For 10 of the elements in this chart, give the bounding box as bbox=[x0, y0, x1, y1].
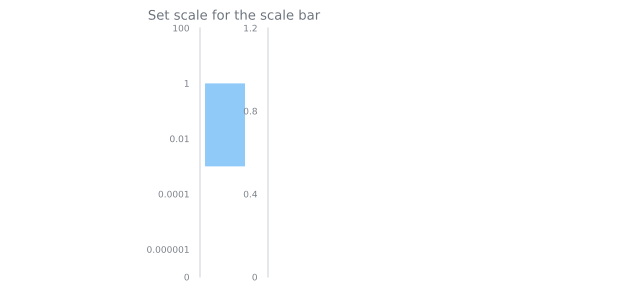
chart-title: Set scale for the scale bar bbox=[148, 10, 320, 20]
y2-tick-label: 0.4 bbox=[244, 190, 258, 198]
y-tick-label: 0.01 bbox=[170, 135, 189, 142]
y-tick-label: 0 bbox=[184, 274, 189, 281]
y-tick-label: 1 bbox=[184, 80, 189, 87]
y-tick-label: 0.000001 bbox=[147, 246, 189, 253]
y-tick-label: 100 bbox=[173, 24, 189, 32]
y2-tick-label: 1.2 bbox=[244, 24, 257, 32]
y-tick-label: 0.0001 bbox=[158, 190, 189, 198]
y2-tick-label: 0 bbox=[252, 274, 257, 281]
